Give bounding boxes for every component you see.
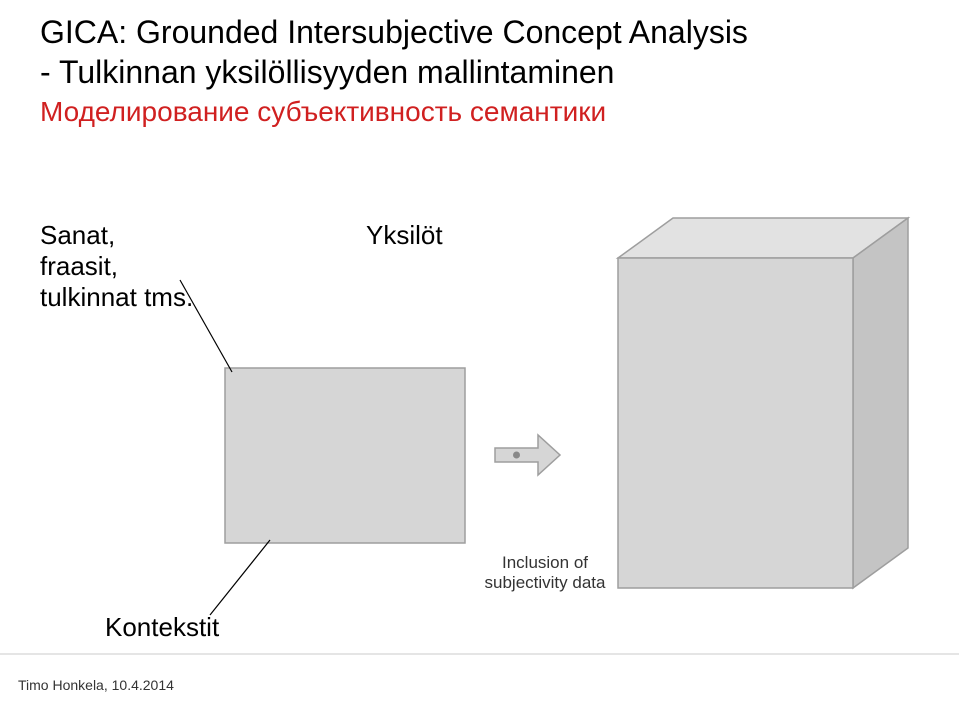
label-sanat: Sanat, fraasit, tulkinnat tms. bbox=[40, 220, 193, 314]
inclusion-arrow bbox=[495, 435, 560, 475]
label-yksilot: Yksilöt bbox=[366, 220, 443, 251]
slide-subtitle: Моделирование субъективность семантики bbox=[40, 96, 920, 128]
flat-matrix-shape bbox=[225, 368, 465, 543]
slide-title-line2: - Tulkinnan yksilöllisyyden mallintamine… bbox=[40, 52, 920, 92]
slide-title-line1: GICA: Grounded Intersubjective Concept A… bbox=[40, 12, 920, 52]
arrow-caption-line2: subjectivity data bbox=[485, 573, 606, 592]
arrow-caption: Inclusion of subjectivity data bbox=[470, 553, 620, 592]
cuboid-shape bbox=[618, 218, 908, 588]
pointer-line-kontekstit bbox=[210, 540, 270, 615]
footer-text: Timo Honkela, 10.4.2014 bbox=[18, 677, 174, 693]
slide-title-block: GICA: Grounded Intersubjective Concept A… bbox=[40, 12, 920, 128]
arrow-caption-line1: Inclusion of bbox=[502, 553, 588, 572]
footer-rule bbox=[0, 653, 959, 655]
label-kontekstit: Kontekstit bbox=[105, 612, 219, 643]
